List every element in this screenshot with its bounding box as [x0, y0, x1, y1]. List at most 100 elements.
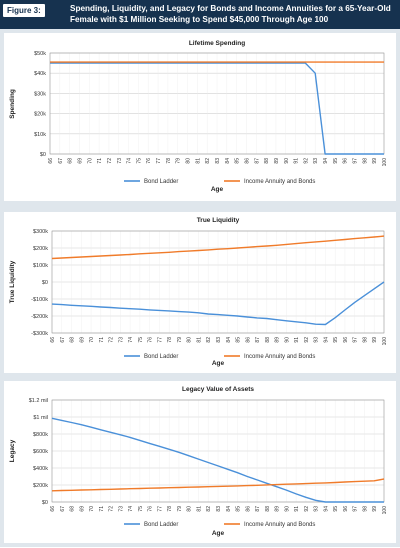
x-tick-label: 91 — [294, 337, 300, 343]
chart-title: Lifetime Spending — [189, 40, 245, 47]
x-axis-label: Age — [211, 186, 224, 193]
x-tick-label: 79 — [177, 337, 183, 343]
x-tick-label: 73 — [118, 337, 124, 343]
y-tick-label: $100k — [33, 263, 48, 269]
figure-title: Spending, Liquidity, and Legacy for Bond… — [70, 4, 391, 24]
x-tick-label: 81 — [196, 337, 202, 343]
legend-label-income-annuity-and-bonds: Income Annuity and Bonds — [244, 179, 315, 185]
x-tick-label: 92 — [303, 158, 309, 164]
x-tick-label: 81 — [196, 506, 202, 512]
series-line-income-annuity-and-bonds — [51, 478, 385, 492]
x-tick-label: 98 — [362, 506, 368, 512]
legend-label-income-annuity-and-bonds: Income Annuity and Bonds — [244, 522, 315, 528]
x-tick-label: 94 — [323, 158, 329, 164]
y-tick-label: $0 — [42, 280, 48, 286]
x-tick-label: 67 — [58, 158, 64, 164]
x-tick-label: 92 — [304, 506, 310, 512]
x-tick-label: 99 — [372, 158, 378, 164]
x-tick-label: 97 — [353, 337, 359, 343]
x-tick-label: 67 — [60, 337, 66, 343]
x-tick-label: 89 — [275, 506, 281, 512]
x-tick-label: 80 — [186, 158, 192, 164]
chart-lifetime-spending: Lifetime Spending $0 $10k $20k $30k $40k $50k 6… — [9, 40, 388, 193]
x-tick-label: 72 — [109, 506, 115, 512]
figure-label: Figure 3: — [3, 4, 45, 17]
x-tick-label: 99 — [372, 506, 378, 512]
x-tick-label: 78 — [166, 158, 172, 164]
x-tick-label: 96 — [343, 337, 349, 343]
x-tick-label: 74 — [127, 158, 133, 164]
x-tick-label: 91 — [294, 158, 300, 164]
x-tick-label: 66 — [50, 506, 56, 512]
x-tick-label: 100 — [382, 337, 388, 346]
x-tick-label: 73 — [117, 158, 123, 164]
y-tick-label: $0 — [40, 152, 46, 158]
x-tick-label: 93 — [314, 337, 320, 343]
x-tick-label: 78 — [167, 337, 173, 343]
x-tick-label: 97 — [353, 506, 359, 512]
x-tick-label: 69 — [77, 158, 83, 164]
legend-label-income-annuity-and-bonds: Income Annuity and Bonds — [244, 354, 315, 360]
x-tick-label: 72 — [109, 337, 115, 343]
x-tick-label: 82 — [206, 506, 212, 512]
plot-area — [51, 399, 385, 503]
y-tick-label: -$100k — [31, 297, 48, 303]
x-tick-label: 71 — [99, 337, 105, 343]
x-tick-label: 81 — [195, 158, 201, 164]
x-tick-label: 70 — [89, 337, 95, 343]
x-tick-label: 76 — [146, 158, 152, 164]
y-tick-label: $800k — [33, 432, 48, 438]
y-axis-label: True Liquidity — [9, 260, 16, 303]
x-tick-label: 80 — [187, 337, 193, 343]
series-line-bond-ladder — [51, 281, 385, 326]
chart-panels: Lifetime Spending $0 $10k $20k $30k $40k $50k 6… — [0, 29, 400, 547]
x-tick-label: 95 — [333, 506, 339, 512]
x-tick-label: 72 — [107, 158, 113, 164]
x-tick-label: 86 — [245, 506, 251, 512]
y-tick-label: $200k — [33, 246, 48, 252]
x-tick-label: 90 — [284, 506, 290, 512]
x-tick-label: 73 — [118, 506, 124, 512]
x-tick-label: 86 — [244, 158, 250, 164]
x-tick-label: 77 — [156, 158, 162, 164]
chart-legacy-value: Legacy Value of Assets $0 $200k $400k $600k $… — [9, 386, 388, 537]
x-tick-label: 84 — [226, 506, 232, 512]
x-tick-label: 66 — [48, 158, 54, 164]
x-tick-label: 93 — [314, 506, 320, 512]
x-tick-label: 89 — [275, 337, 281, 343]
chart-title: True Liquidity — [197, 217, 240, 224]
x-tick-label: 90 — [284, 337, 290, 343]
x-tick-label: 94 — [323, 337, 329, 343]
y-tick-label: $30k — [34, 91, 46, 97]
x-tick-label: 68 — [70, 337, 76, 343]
x-tick-label: 90 — [284, 158, 290, 164]
x-axis-label: Age — [212, 530, 225, 537]
x-tick-label: 89 — [274, 158, 280, 164]
x-tick-label: 100 — [382, 506, 388, 515]
x-tick-label: 75 — [138, 506, 144, 512]
x-tick-label: 96 — [343, 158, 349, 164]
y-tick-label: $20k — [34, 112, 46, 118]
y-axis-label: Spending — [9, 89, 16, 119]
y-tick-label: $200k — [33, 483, 48, 489]
x-tick-label: 87 — [255, 337, 261, 343]
x-tick-label: 100 — [382, 158, 388, 167]
chart-title: Legacy Value of Assets — [182, 386, 254, 393]
x-tick-label: 82 — [206, 337, 212, 343]
x-tick-label: 70 — [87, 158, 93, 164]
x-tick-label: 88 — [264, 158, 270, 164]
x-tick-label: 82 — [205, 158, 211, 164]
x-tick-label: 88 — [265, 506, 271, 512]
x-tick-label: 70 — [89, 506, 95, 512]
x-tick-label: 88 — [265, 337, 271, 343]
legend-label-bond-ladder: Bond Ladder — [144, 179, 178, 185]
x-tick-label: 84 — [225, 158, 231, 164]
x-tick-label: 74 — [128, 506, 134, 512]
x-tick-label: 79 — [176, 158, 182, 164]
x-tick-label: 77 — [157, 337, 163, 343]
x-tick-label: 96 — [343, 506, 349, 512]
y-tick-label: $0 — [42, 500, 48, 506]
x-tick-label: 83 — [216, 337, 222, 343]
series-line-income-annuity-and-bonds — [51, 235, 385, 260]
x-tick-label: 97 — [353, 158, 359, 164]
